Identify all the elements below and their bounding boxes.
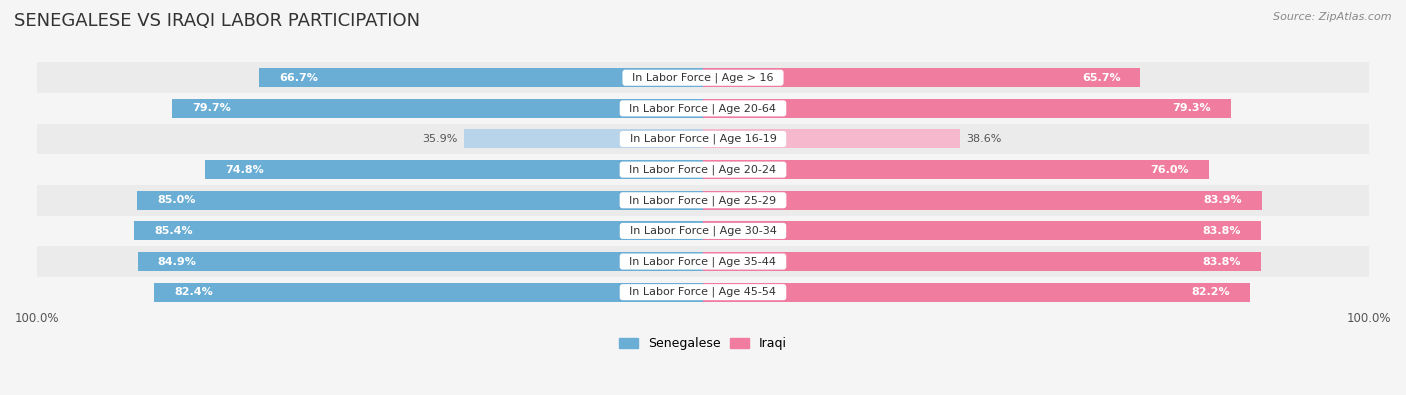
Text: In Labor Force | Age 35-44: In Labor Force | Age 35-44 [623, 256, 783, 267]
Bar [138, 191, 703, 210]
Bar [464, 130, 703, 149]
Bar [37, 124, 1369, 154]
Bar [703, 160, 1209, 179]
Bar [37, 93, 1369, 124]
Bar [37, 154, 1369, 185]
Bar [155, 283, 703, 302]
Bar [37, 277, 1369, 307]
Bar [703, 252, 1261, 271]
Text: In Labor Force | Age 20-64: In Labor Force | Age 20-64 [623, 103, 783, 114]
Bar [703, 283, 1250, 302]
Bar [138, 252, 703, 271]
Text: 83.8%: 83.8% [1202, 226, 1241, 236]
Text: In Labor Force | Age 30-34: In Labor Force | Age 30-34 [623, 226, 783, 236]
Legend: Senegalese, Iraqi: Senegalese, Iraqi [614, 332, 792, 355]
Bar [703, 68, 1140, 87]
Text: 85.4%: 85.4% [155, 226, 193, 236]
Text: 38.6%: 38.6% [967, 134, 1002, 144]
Text: 74.8%: 74.8% [225, 165, 264, 175]
Text: 82.2%: 82.2% [1192, 287, 1230, 297]
Text: 85.0%: 85.0% [157, 195, 195, 205]
Bar [37, 246, 1369, 277]
Bar [135, 222, 703, 241]
Bar [703, 130, 960, 149]
Bar [259, 68, 703, 87]
Text: 84.9%: 84.9% [157, 256, 197, 267]
Text: 79.7%: 79.7% [193, 103, 231, 113]
Bar [37, 185, 1369, 216]
Bar [37, 216, 1369, 246]
Text: In Labor Force | Age 45-54: In Labor Force | Age 45-54 [623, 287, 783, 297]
Text: 83.8%: 83.8% [1202, 256, 1241, 267]
Text: 66.7%: 66.7% [278, 73, 318, 83]
Bar [703, 191, 1261, 210]
Text: Source: ZipAtlas.com: Source: ZipAtlas.com [1274, 12, 1392, 22]
Text: 82.4%: 82.4% [174, 287, 214, 297]
Text: SENEGALESE VS IRAQI LABOR PARTICIPATION: SENEGALESE VS IRAQI LABOR PARTICIPATION [14, 12, 420, 30]
Text: 79.3%: 79.3% [1173, 103, 1211, 113]
Bar [173, 99, 703, 118]
Bar [205, 160, 703, 179]
Bar [703, 222, 1261, 241]
Text: In Labor Force | Age 25-29: In Labor Force | Age 25-29 [623, 195, 783, 205]
Bar [37, 62, 1369, 93]
Text: 35.9%: 35.9% [422, 134, 457, 144]
Text: In Labor Force | Age 16-19: In Labor Force | Age 16-19 [623, 134, 783, 144]
Text: 65.7%: 65.7% [1081, 73, 1121, 83]
Bar [703, 99, 1230, 118]
Text: In Labor Force | Age 20-24: In Labor Force | Age 20-24 [623, 164, 783, 175]
Text: 76.0%: 76.0% [1150, 165, 1189, 175]
Text: 83.9%: 83.9% [1204, 195, 1241, 205]
Text: In Labor Force | Age > 16: In Labor Force | Age > 16 [626, 72, 780, 83]
